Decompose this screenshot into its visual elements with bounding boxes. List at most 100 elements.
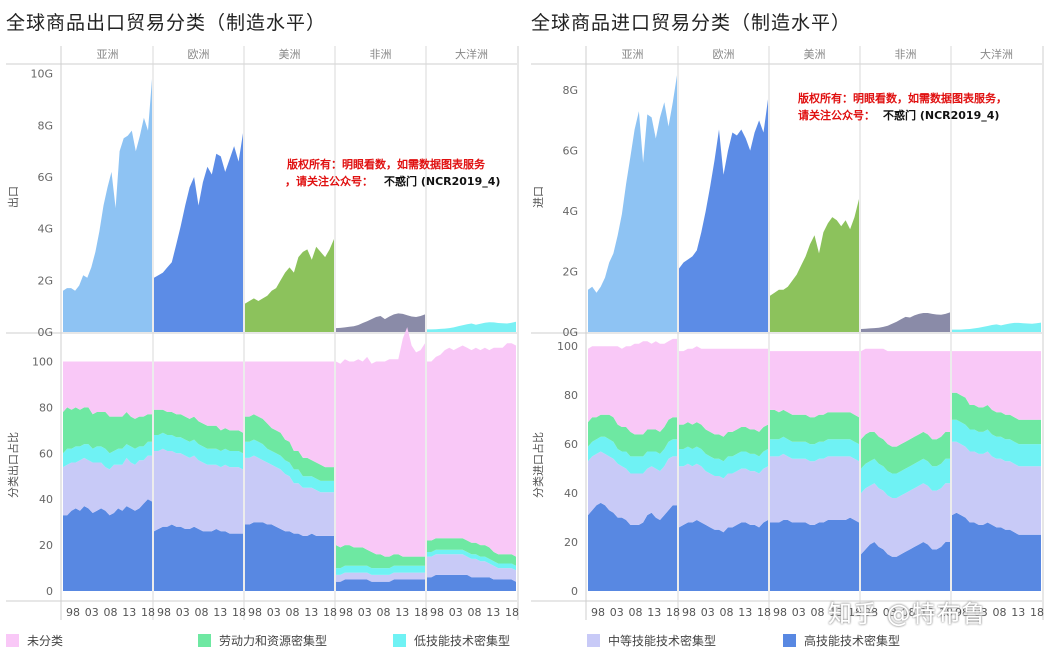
stack-high-非洲 [861, 542, 950, 591]
y-axis-label: 分类进口占比 [531, 432, 545, 498]
stack-high-亚洲 [588, 502, 677, 591]
stack-mid-美洲 [770, 453, 859, 525]
stack-high-亚洲 [63, 499, 152, 591]
legend: 未分类 劳动力和资源密集型 低技能技术密集型 中等技能技术密集型 高技能技术密集… [0, 628, 1048, 652]
import-chart: 亚洲 欧洲 美洲 非洲 大洋洲 0G 2G 4G 6G 8G 进口 版权所有：明眼看数，如需数据图表服… [531, 46, 1044, 620]
y-tick-label: 10G [30, 68, 53, 81]
x-tick-label: 08 [993, 606, 1007, 619]
legend-item-mid-tech: 中等技能技术密集型 [587, 632, 716, 649]
stack-low-美洲 [245, 439, 334, 493]
area-亚洲 [588, 75, 677, 332]
y-tick-label: 2G [37, 274, 53, 287]
stack-low-大洋洲 [427, 549, 516, 571]
x-tick-label: 98 [773, 606, 787, 619]
y-tick-label: 0G [562, 326, 578, 339]
panel-header: 亚洲 [622, 48, 644, 61]
stack-high-欧洲 [679, 520, 768, 591]
stack-mid-非洲 [336, 572, 425, 582]
x-tick-label: 98 [682, 606, 696, 619]
x-tick-label: 98 [591, 606, 605, 619]
x-tick-label: 13 [486, 606, 500, 619]
stack-un-亚洲 [63, 361, 152, 419]
x-tick-label: 03 [610, 606, 624, 619]
stack-mid-美洲 [245, 455, 334, 536]
stack-mid-亚洲 [588, 451, 677, 525]
copyright-text: 版权所有：明眼看数，如需数据图表服务 [287, 157, 486, 171]
y-tick-label: 0 [46, 585, 53, 598]
x-tick-label: 18 [414, 606, 428, 619]
panel-header: 大洋洲 [980, 47, 1013, 61]
area-亚洲 [63, 78, 152, 333]
area-欧洲 [154, 133, 243, 332]
export-chart: 亚洲 欧洲 美洲 非洲 大洋洲 0G 2G 4G 6G 8G 10G 出口 版权所有：明眼看数，如需数据… [6, 46, 519, 620]
panel-header: 非洲 [895, 48, 917, 61]
y-tick-label: 100 [557, 340, 578, 353]
y-tick-label: 80 [564, 389, 578, 402]
y-tick-label: 60 [564, 438, 578, 451]
x-tick-label: 08 [104, 606, 118, 619]
legend-label: 劳动力和资源密集型 [219, 634, 328, 648]
x-tick-label: 13 [920, 606, 934, 619]
y-tick-label: 4G [37, 223, 53, 236]
x-tick-label: 08 [629, 606, 643, 619]
stack-lab-非洲 [336, 545, 425, 569]
legend-swatch [393, 634, 406, 647]
stack-high-大洋洲 [952, 512, 1041, 591]
stack-lab-非洲 [861, 431, 950, 474]
stack-un-亚洲 [588, 338, 677, 435]
stack-un-美洲 [245, 361, 334, 468]
stack-high-美洲 [245, 522, 334, 591]
y-tick-label: 6G [37, 171, 53, 184]
stack-low-非洲 [336, 565, 425, 575]
y-tick-label: 8G [37, 119, 53, 132]
x-tick-label: 18 [1030, 606, 1044, 619]
x-tick-label: 13 [738, 606, 752, 619]
stack-lab-亚洲 [63, 407, 152, 454]
legend-item-low-tech: 低技能技术密集型 [393, 632, 510, 649]
x-tick-label: 98 [157, 606, 171, 619]
legend-swatch [783, 634, 796, 647]
wechat-id-text: 不惑门 (NCR2019_4) [883, 108, 999, 122]
export-chart-title: 全球商品出口贸易分类（制造水平） [6, 12, 327, 34]
x-tick-label: 13 [213, 606, 227, 619]
panel-header: 非洲 [370, 48, 392, 61]
x-tick-label: 13 [304, 606, 318, 619]
stack-lab-欧洲 [679, 422, 768, 462]
y-tick-label: 60 [39, 447, 53, 460]
x-tick-label: 08 [902, 606, 916, 619]
stack-low-美洲 [770, 436, 859, 462]
legend-swatch [587, 634, 600, 647]
stack-un-大洋洲 [952, 351, 1041, 420]
stack-high-美洲 [770, 517, 859, 591]
y-tick-label: 20 [564, 536, 578, 549]
x-tick-label: 08 [195, 606, 209, 619]
y-tick-label: 4G [562, 205, 578, 218]
panel-header: 欧洲 [188, 48, 210, 61]
x-tick-label: 98 [430, 606, 444, 619]
x-tick-label: 18 [848, 606, 862, 619]
x-tick-label: 98 [66, 606, 80, 619]
stack-un-非洲 [861, 348, 950, 447]
y-tick-label: 8G [562, 84, 578, 97]
wechat-id-text: 不惑门 (NCR2019_4) [384, 174, 500, 188]
stack-mid-欧洲 [679, 463, 768, 533]
y-tick-label: 0 [571, 585, 578, 598]
stack-low-欧洲 [679, 446, 768, 479]
y-axis-label: 分类出口占比 [6, 432, 20, 498]
x-tick-label: 03 [974, 606, 988, 619]
legend-item-unclassified: 未分类 [6, 632, 63, 649]
stack-un-美洲 [770, 351, 859, 418]
stack-low-亚洲 [588, 436, 677, 474]
y-tick-label: 6G [562, 145, 578, 158]
stack-un-大洋洲 [427, 343, 516, 557]
stack-low-亚洲 [63, 441, 152, 470]
legend-label: 低技能技术密集型 [414, 634, 511, 648]
area-美洲 [770, 199, 859, 332]
watermark: 知乎 @特布鲁 [828, 600, 987, 628]
copyright-text: ，请关注公众号： [285, 174, 373, 188]
y-tick-label: 20 [39, 539, 53, 552]
y-tick-label: 40 [564, 487, 578, 500]
stack-mid-欧洲 [154, 448, 243, 534]
area-大洋洲 [427, 321, 516, 332]
